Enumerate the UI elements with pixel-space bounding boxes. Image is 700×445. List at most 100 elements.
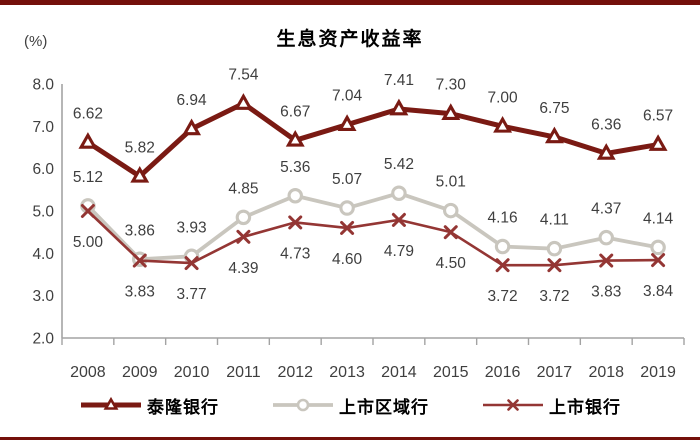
data-label: 7.30 [436,77,467,94]
x-marker [495,258,510,273]
triangle-marker [285,129,305,147]
data-label: 4.60 [332,251,363,268]
y-tick-label: 7.0 [32,119,54,136]
data-label: 3.83 [591,284,621,301]
triangle-marker [389,98,409,116]
circle-marker [339,200,355,216]
x-marker [391,212,406,227]
x-marker [236,229,251,244]
y-tick-label: 8.0 [32,77,54,94]
data-label: 3.77 [176,286,206,303]
data-label: 6.75 [539,100,569,117]
data-label: 4.37 [591,201,621,218]
x-tick-label: 2008 [70,364,106,381]
data-label: 5.07 [332,171,362,188]
data-label: 4.39 [228,260,258,277]
data-label: 6.62 [73,105,103,122]
data-label: 6.36 [591,116,621,133]
data-label: 5.01 [436,174,466,191]
x-tick-label: 2013 [329,364,365,381]
circle-marker [391,185,407,201]
circle-marker [442,202,459,219]
triangle-marker [544,126,564,144]
data-label: 7.41 [384,72,414,89]
circle-marker [546,240,563,257]
triangle-marker [233,93,253,110]
x-marker [80,204,95,218]
x-tick-label: 2015 [433,364,469,381]
data-label: 4.73 [280,245,310,262]
legend-item-2: 上市银行 [481,393,621,418]
circle-marker [235,209,252,226]
x-legend-key-icon [483,399,543,411]
data-label: 6.57 [643,108,673,125]
series-line-0 [85,100,661,179]
data-label: 5.36 [280,159,310,176]
data-label: 4.16 [487,210,517,227]
y-tick-label: 2.0 [32,331,54,348]
x-marker [443,225,458,240]
data-label: 5.00 [73,234,104,251]
data-label: 7.04 [332,88,363,105]
triangle-marker [493,115,513,133]
data-label: 5.42 [384,156,414,173]
data-label: 5.12 [73,169,103,186]
data-label: 4.50 [436,255,467,272]
data-label: 4.11 [540,212,569,229]
data-label: 3.72 [487,288,517,305]
legend-label: 上市银行 [549,397,621,418]
x-tick-label: 2009 [122,364,158,381]
data-label: 5.82 [125,139,155,156]
chart-legend: 泰隆银行 上市区域行 上市银行 [0,390,700,420]
data-label: 3.83 [125,284,155,301]
x-marker [340,220,355,235]
triangle-legend-key-icon [81,396,141,410]
x-marker [184,256,199,271]
x-marker [547,258,562,273]
triangle-marker [182,118,202,136]
data-label: 3.93 [176,219,206,236]
data-label: 3.86 [125,222,155,239]
bottom-accent-bar [0,437,700,440]
triangle-marker [337,114,357,131]
y-tick-label: 3.0 [32,288,54,305]
x-tick-label: 2017 [537,364,573,381]
data-label: 3.72 [539,288,569,305]
x-tick-label: 2016 [485,364,521,381]
circle-marker [650,239,666,256]
circle-legend-key-icon [273,398,333,412]
legend-label: 泰隆银行 [147,397,219,418]
data-label: 7.00 [487,89,518,106]
x-tick-label: 2012 [277,364,313,381]
y-tick-label: 6.0 [32,161,54,178]
x-marker [288,215,303,230]
y-tick-label: 5.0 [32,204,54,221]
circle-marker [598,229,614,246]
data-label: 4.85 [228,180,258,197]
triangle-marker [648,134,668,151]
y-tick-label: 4.0 [32,246,54,263]
data-label: 6.94 [176,92,207,109]
x-tick-label: 2018 [588,364,624,381]
x-tick-label: 2011 [226,364,261,381]
legend-item-0: 泰隆银行 [79,393,219,418]
x-marker [651,253,666,268]
series-line-2 [86,209,660,267]
x-marker [599,253,614,268]
triangle-marker [441,103,461,120]
y-axis-unit-label: (%) [24,33,48,50]
data-label: 4.79 [384,243,414,260]
triangle-marker [596,143,616,160]
triangle-marker [78,132,98,149]
data-label: 4.14 [643,210,674,227]
circle-marker [494,238,511,255]
data-label: 7.54 [228,66,259,83]
top-accent-bar [0,0,700,5]
data-label: 6.67 [280,103,310,120]
triangle-marker [130,165,150,183]
circle-marker [287,188,303,204]
x-tick-label: 2019 [640,364,676,381]
legend-label: 上市区域行 [339,397,429,418]
